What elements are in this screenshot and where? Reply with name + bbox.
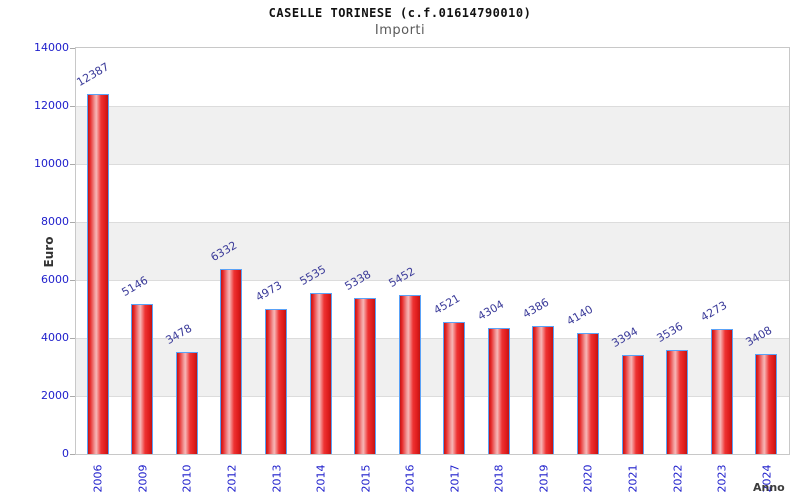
bar-value-label-2016: 5452 [386, 264, 418, 290]
gridline-6000 [76, 280, 789, 281]
x-tick-label-2023: 2023 [715, 464, 729, 493]
x-tick-label-2006: 2006 [91, 464, 105, 493]
x-axis-title: Anno [753, 481, 785, 494]
x-tick-label-2010: 2010 [180, 464, 194, 493]
gridline-8000 [76, 222, 789, 223]
x-tick-label-2020: 2020 [581, 464, 595, 493]
x-tick-label-2015: 2015 [359, 464, 373, 493]
bar-value-label-2018: 4304 [475, 297, 507, 324]
x-tick-label-2012: 2012 [225, 464, 239, 493]
gridline-4000 [76, 338, 789, 339]
x-tick-label-2013: 2013 [270, 464, 284, 493]
bar-value-label-2020: 4140 [564, 302, 596, 328]
bar-value-label-2013: 4973 [253, 278, 284, 304]
y-tick-mark-4000 [70, 338, 75, 339]
chart-title: CASELLE TORINESE (c.f.01614790010) [268, 6, 532, 20]
bar-2010 [175, 352, 198, 454]
y-tick-mark-0 [70, 454, 75, 455]
x-tick-label-2022: 2022 [671, 464, 685, 493]
x-tick-label-2017: 2017 [448, 464, 462, 493]
gridline-10000 [76, 164, 789, 165]
y-tick-mark-12000 [70, 106, 75, 107]
bar-2021 [621, 354, 644, 454]
y-tick-mark-2000 [70, 396, 75, 397]
x-tick-label-2009: 2009 [136, 464, 150, 493]
bar-value-label-2024: 3408 [743, 323, 774, 350]
chart-subtitle: Importi [374, 23, 426, 38]
bar-value-label-2006: 12387 [74, 60, 112, 89]
bar-value-label-2019: 4386 [520, 295, 552, 321]
x-tick-label-2018: 2018 [492, 464, 506, 493]
x-tick-label-2019: 2019 [537, 464, 551, 493]
bar-2024 [755, 354, 778, 454]
y-tick-label-12000: 12000 [34, 99, 69, 112]
gridline-12000 [76, 106, 789, 107]
bar-2018 [487, 328, 510, 454]
y-tick-label-4000: 4000 [41, 331, 69, 344]
bar-2017 [443, 321, 466, 454]
bar-2009 [131, 303, 154, 454]
bar-2014 [309, 292, 332, 454]
bar-2006 [86, 93, 109, 454]
bar-value-label-2017: 4521 [431, 291, 463, 317]
bar-value-label-2010: 3478 [163, 321, 195, 348]
x-tick-label-2016: 2016 [403, 464, 417, 493]
y-tick-label-0: 0 [62, 447, 69, 460]
y-tick-label-2000: 2000 [41, 389, 69, 402]
bar-value-label-2012: 6332 [208, 239, 240, 265]
x-tick-label-2021: 2021 [626, 464, 640, 493]
bar-2013 [265, 308, 288, 454]
y-tick-label-14000: 14000 [34, 41, 69, 54]
bar-2016 [398, 294, 421, 454]
bar-2022 [666, 350, 689, 454]
bar-2015 [354, 298, 377, 454]
y-tick-label-8000: 8000 [41, 215, 69, 228]
y-tick-mark-10000 [70, 164, 75, 165]
y-tick-mark-8000 [70, 222, 75, 223]
y-tick-label-6000: 6000 [41, 273, 69, 286]
gridline-2000 [76, 396, 789, 397]
bar-value-label-2009: 5146 [119, 273, 151, 299]
plot-area: 12387 5146 3478 6332 4973 5535 5338 5452 4521 430… [75, 47, 790, 455]
y-tick-label-10000: 10000 [34, 157, 69, 170]
bar-2020 [576, 332, 599, 454]
bar-2019 [532, 325, 555, 454]
bar-value-label-2015: 5338 [342, 267, 373, 294]
bar-value-label-2022: 3536 [654, 320, 685, 346]
x-tick-label-2014: 2014 [314, 464, 328, 493]
y-tick-mark-6000 [70, 280, 75, 281]
y-tick-mark-14000 [70, 48, 75, 49]
bar-2012 [220, 269, 243, 454]
bar-value-label-2021: 3394 [609, 324, 641, 350]
bar-value-label-2014: 5535 [297, 262, 329, 288]
bar-value-label-2023: 4273 [698, 298, 730, 325]
bar-2023 [710, 329, 733, 454]
